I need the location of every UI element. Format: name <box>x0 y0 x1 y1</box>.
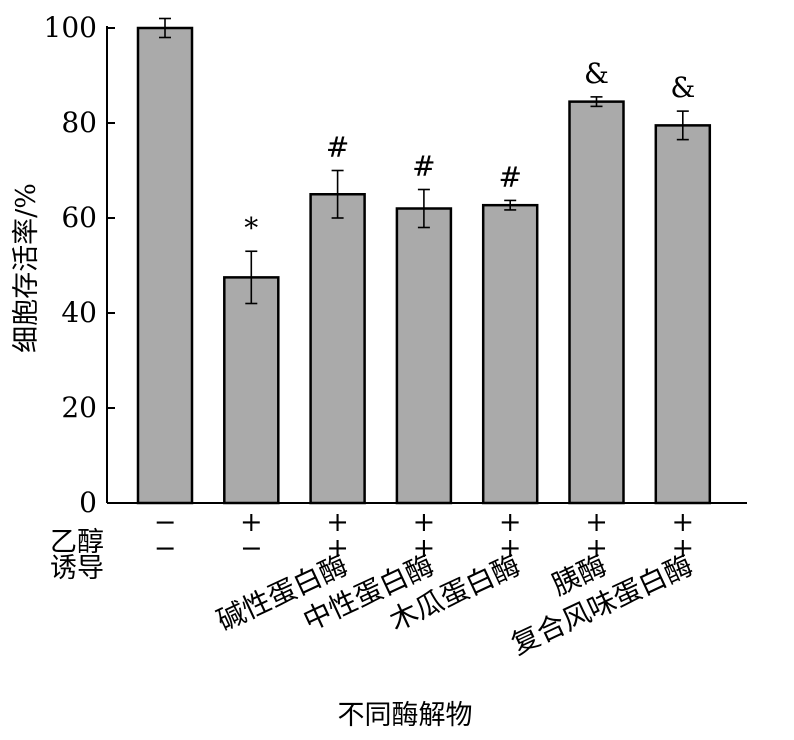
treatment-mark: + <box>240 507 263 538</box>
treatment-mark: − <box>154 533 177 564</box>
significance-mark: # <box>498 160 521 193</box>
y-tick-label: 20 <box>61 391 97 424</box>
significance-mark: * <box>244 211 258 244</box>
bar <box>136 26 194 505</box>
treatment-mark: + <box>585 507 608 538</box>
y-tick-label: 100 <box>44 11 97 44</box>
bar <box>568 100 625 505</box>
significance-mark: & <box>670 71 695 104</box>
treatment-row-label: 诱导 <box>50 553 104 584</box>
treatment-mark: + <box>585 533 608 564</box>
bar <box>309 193 366 505</box>
treatment-mark: − <box>240 533 263 564</box>
x-axis-label: 不同酶解物 <box>338 700 473 731</box>
y-axis-label: 细胞存活率/% <box>11 183 42 353</box>
treatment-mark: + <box>326 507 349 538</box>
bar <box>223 276 280 505</box>
y-tick-label: 0 <box>79 486 97 519</box>
treatment-mark: − <box>154 507 177 538</box>
significance-mark: # <box>412 150 435 183</box>
treatment-mark: + <box>499 507 522 538</box>
treatment-row-label: 乙醇 <box>50 527 104 558</box>
treatment-mark: + <box>671 507 694 538</box>
bar <box>481 203 539 505</box>
y-tick-label: 80 <box>61 106 97 139</box>
treatment-mark: + <box>413 533 436 564</box>
significance-mark: # <box>326 131 349 164</box>
bar <box>395 207 453 505</box>
bar <box>654 124 712 505</box>
treatment-mark: + <box>671 533 694 564</box>
treatment-mark: + <box>499 533 522 564</box>
significance-mark: & <box>584 57 609 90</box>
treatment-mark: + <box>413 507 436 538</box>
y-tick-label: 40 <box>61 296 97 329</box>
treatment-mark: + <box>326 533 349 564</box>
y-tick-label: 60 <box>61 201 97 234</box>
